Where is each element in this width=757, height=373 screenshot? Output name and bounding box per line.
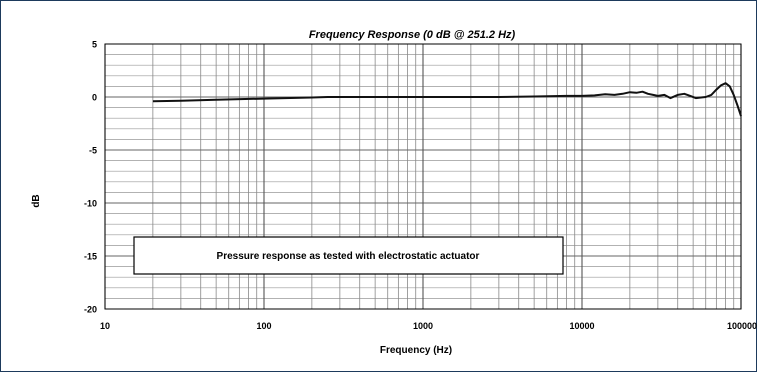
x-axis-ticks: 10 100 1000 10000 100000 [100,321,757,331]
y-tick-label: 5 [92,40,97,50]
x-axis-label: Frequency (Hz) [380,345,452,356]
series-line [152,82,742,117]
x-tick-label: 1000 [413,321,433,331]
y-tick-label: -15 [84,252,97,262]
x-tick-label: 10000 [569,321,594,331]
y-tick-label: -10 [84,199,97,209]
y-tick-label: 0 [92,93,97,103]
x-tick-label: 100 [256,321,271,331]
y-axis-label: dB [31,194,42,207]
annotation-box: Pressure response as tested with electro… [133,236,564,275]
x-tick-label: 10 [100,321,110,331]
annotation-text: Pressure response as tested with electro… [217,251,480,262]
chart-title: Frequency Response (0 dB @ 251.2 Hz) [309,29,516,41]
y-tick-label: -5 [89,146,97,156]
plot-area-border [104,43,742,310]
x-tick-label: 100000 [727,321,757,331]
y-tick-label: -20 [84,305,97,315]
y-axis-ticks: 5 0 -5 -10 -15 -20 [84,40,97,315]
